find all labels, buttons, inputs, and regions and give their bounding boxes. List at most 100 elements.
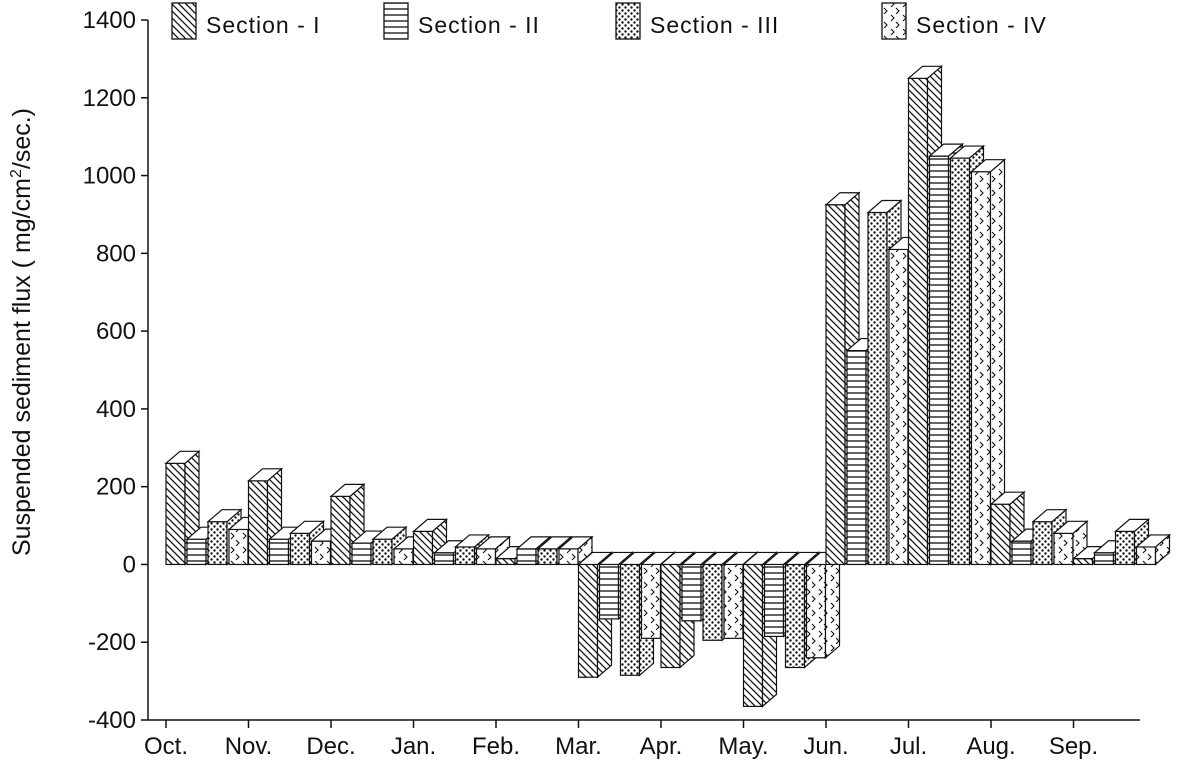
legend-swatch bbox=[171, 2, 197, 40]
legend-item: Section - III bbox=[615, 2, 778, 40]
bar-top bbox=[411, 518, 449, 532]
bar bbox=[969, 158, 1007, 566]
bar-front bbox=[598, 563, 620, 620]
bar-front bbox=[516, 548, 537, 566]
x-tick-label: Sep. bbox=[1049, 733, 1098, 760]
x-tick-label: Jul. bbox=[890, 733, 927, 760]
legend-swatch bbox=[881, 2, 907, 40]
bar-top bbox=[969, 159, 1007, 173]
bar-top bbox=[618, 551, 656, 566]
bars-group bbox=[164, 65, 1172, 708]
bar-top bbox=[906, 65, 944, 79]
x-tick-label: Aug. bbox=[966, 733, 1015, 760]
bar-front bbox=[330, 495, 351, 566]
bar-top bbox=[246, 468, 284, 482]
y-tick-label: 200 bbox=[96, 474, 136, 501]
bar-front bbox=[1135, 546, 1157, 566]
bar-front bbox=[186, 538, 207, 566]
legend-item: Section - II bbox=[383, 2, 540, 40]
bar-front bbox=[825, 204, 846, 566]
legend-label: Section - IV bbox=[916, 12, 1047, 38]
bar-front bbox=[990, 503, 1011, 566]
bar-top bbox=[576, 551, 614, 566]
bar-top bbox=[824, 192, 861, 206]
bar-top bbox=[866, 199, 903, 214]
bar-top bbox=[371, 526, 408, 540]
bar-front bbox=[763, 563, 785, 637]
bar-front bbox=[1072, 558, 1094, 566]
bar-front bbox=[495, 558, 516, 566]
bar-front bbox=[640, 563, 662, 639]
y-tick-label: 1000 bbox=[83, 163, 136, 190]
bar-front bbox=[1114, 530, 1136, 566]
bar-front bbox=[846, 349, 867, 566]
bar-front bbox=[577, 563, 599, 678]
bar-front bbox=[165, 462, 186, 566]
bar-top bbox=[474, 536, 512, 550]
bar-front bbox=[228, 528, 249, 566]
bar-front bbox=[970, 171, 992, 566]
y-tick-label: 800 bbox=[96, 240, 136, 267]
bar-top bbox=[1031, 509, 1068, 523]
bar-front bbox=[412, 530, 434, 566]
bar-front bbox=[660, 563, 681, 669]
x-tick-label: Jun. bbox=[803, 733, 848, 760]
legend-label: Section - I bbox=[206, 12, 321, 38]
bar-front bbox=[537, 548, 558, 566]
legend: Section - I Section - II Section - III Sect… bbox=[171, 2, 1047, 40]
bar-top bbox=[741, 551, 779, 566]
bar-top bbox=[1134, 534, 1172, 548]
bar-top bbox=[453, 534, 491, 548]
bar-top bbox=[762, 551, 800, 566]
bar-top bbox=[557, 536, 594, 550]
bar-top bbox=[927, 143, 965, 157]
bar-front bbox=[619, 563, 641, 676]
bar-front bbox=[1093, 552, 1115, 566]
y-axis-title-end: /sec.) bbox=[8, 108, 36, 169]
y-tick-label: 0 bbox=[123, 551, 136, 578]
bar-top bbox=[536, 536, 573, 550]
bar-front bbox=[867, 211, 888, 566]
bar-top bbox=[948, 145, 986, 159]
y-tick-label: 1400 bbox=[83, 7, 136, 34]
x-tick-label: Oct. bbox=[144, 733, 188, 760]
y-tick-label: 1200 bbox=[83, 85, 136, 112]
x-axis: Oct. Nov. Dec. Jan. Feb. Mar. Apr. May. Jun. Jul.… bbox=[144, 719, 1140, 760]
bar-front bbox=[1032, 521, 1053, 566]
bar-top bbox=[206, 509, 243, 523]
bar-front bbox=[433, 552, 455, 566]
bar-front bbox=[351, 542, 372, 566]
bar-top bbox=[597, 551, 635, 566]
y-axis: -400 -200 0 200 400 600 800 1000 1200 1400 bbox=[83, 7, 149, 734]
bar-front bbox=[805, 563, 827, 659]
bar-front bbox=[907, 77, 929, 566]
legend-swatch bbox=[615, 2, 641, 40]
x-tick-label: Mar. bbox=[555, 733, 602, 760]
legend-label: Section - II bbox=[418, 12, 540, 38]
bar bbox=[804, 551, 842, 660]
bar-top bbox=[288, 520, 326, 534]
bar-front bbox=[393, 548, 414, 566]
x-tick-label: May. bbox=[718, 733, 768, 760]
bar-front bbox=[702, 563, 723, 641]
x-tick-label: Nov. bbox=[225, 733, 273, 760]
bar-front bbox=[268, 538, 290, 566]
y-axis-title-superscript: 2 bbox=[8, 169, 25, 178]
y-tick-label: -400 bbox=[88, 707, 136, 734]
bar-top bbox=[329, 483, 366, 497]
bar-top bbox=[989, 491, 1026, 505]
bar-side bbox=[824, 551, 841, 660]
x-tick-label: Apr. bbox=[640, 733, 683, 760]
bar-front bbox=[558, 548, 579, 566]
bar-front bbox=[1053, 532, 1074, 566]
bar-top bbox=[1113, 518, 1151, 532]
bar-front bbox=[888, 248, 909, 566]
y-tick-label: -200 bbox=[88, 629, 136, 656]
y-axis-title: Suspended sediment flux ( mg/cm2/sec.) bbox=[8, 108, 36, 556]
bar-top bbox=[680, 551, 717, 566]
bar-top bbox=[701, 551, 738, 566]
y-axis-title-main: Suspended sediment flux ( mg/cm bbox=[8, 178, 36, 556]
x-tick-label: Feb. bbox=[472, 733, 520, 760]
bar-front bbox=[289, 532, 311, 566]
